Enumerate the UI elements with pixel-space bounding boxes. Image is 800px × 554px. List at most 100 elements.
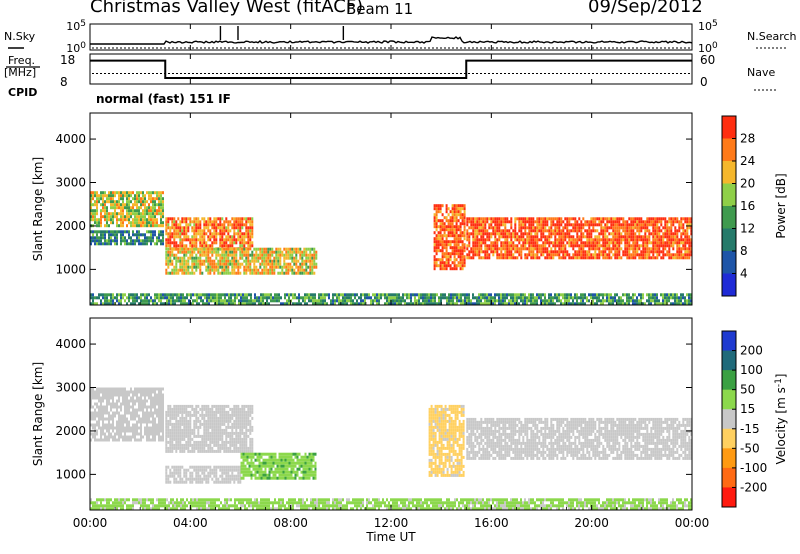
heatmap-cell	[249, 235, 252, 239]
heatmap-cell	[219, 244, 222, 248]
heatmap-cell	[197, 247, 200, 251]
heatmap-cell	[528, 253, 531, 257]
heatmap-cell	[297, 259, 300, 263]
heatmap-cell	[558, 223, 561, 227]
heatmap-cell	[396, 293, 398, 297]
heatmap-cell	[140, 239, 142, 243]
heatmap-cell	[664, 223, 667, 227]
heatmap-cell	[234, 302, 236, 306]
heatmap-cell	[209, 440, 212, 444]
heatmap-cell	[314, 293, 316, 297]
heatmap-cell	[126, 405, 128, 409]
heatmap-cell	[540, 229, 543, 233]
heatmap-cell	[596, 244, 599, 248]
heatmap-cell	[120, 402, 122, 406]
heatmap-cell	[100, 405, 102, 409]
heatmap-cell	[203, 220, 206, 224]
heatmap-cell	[598, 296, 600, 300]
heatmap-cell	[482, 302, 484, 306]
heatmap-cell	[152, 426, 154, 430]
heatmap-cell	[452, 296, 454, 300]
heatmap-cell	[233, 265, 236, 269]
heatmap-cell	[602, 232, 605, 236]
heatmap-cell	[201, 440, 204, 444]
heatmap-cell	[552, 241, 555, 245]
heatmap-cell	[550, 223, 553, 227]
heatmap-cell	[240, 296, 242, 300]
heatmap-cell	[118, 197, 120, 201]
heatmap-cell	[112, 426, 114, 430]
heatmap-cell	[330, 299, 332, 303]
heatmap-cell	[259, 262, 262, 266]
heatmap-cell	[358, 296, 360, 300]
heatmap-cell	[122, 402, 124, 406]
heatmap-cell	[195, 407, 198, 411]
heatmap-cell	[588, 223, 591, 227]
heatmap-cell	[578, 302, 580, 306]
heatmap-cell	[313, 265, 316, 269]
heatmap-cell	[441, 225, 444, 229]
heatmap-cell	[622, 238, 625, 242]
heatmap-cell	[179, 410, 182, 414]
heatmap-cell	[237, 247, 240, 251]
heatmap-cell	[646, 235, 649, 239]
heatmap-cell	[102, 399, 104, 403]
heatmap-cell	[217, 431, 220, 435]
heatmap-cell	[448, 293, 450, 297]
heatmap-cell	[269, 256, 272, 260]
heatmap-cell	[344, 302, 346, 306]
heatmap-cell	[440, 293, 442, 297]
heatmap-cell	[171, 407, 174, 411]
heatmap-cell	[106, 408, 108, 412]
heatmap-cell	[217, 407, 220, 411]
heatmap-cell	[154, 408, 156, 412]
heatmap-cell	[462, 299, 464, 303]
heatmap-cell	[586, 238, 589, 242]
heatmap-cell	[206, 302, 208, 306]
heatmap-cell	[241, 217, 244, 221]
heatmap-cell	[90, 194, 92, 198]
heatmap-cell	[658, 241, 661, 245]
heatmap-cell	[459, 210, 462, 214]
heatmap-cell	[209, 419, 212, 423]
heatmap-cell	[170, 296, 172, 300]
heatmap-cell	[160, 218, 162, 222]
heatmap-cell	[520, 220, 523, 224]
heatmap-cell	[197, 217, 200, 221]
heatmap-cell	[199, 446, 202, 450]
heatmap-cell	[386, 302, 388, 306]
heatmap-cell	[136, 414, 138, 418]
heatmap-cell	[447, 225, 450, 229]
heatmap-cell	[187, 434, 190, 438]
heatmap-cell	[626, 256, 629, 260]
heatmap-cell	[478, 299, 480, 303]
heatmap-cell	[624, 302, 626, 306]
heatmap-cell	[652, 244, 655, 248]
heatmap-cell	[191, 256, 194, 260]
heatmap-cell	[142, 212, 144, 216]
heatmap-cell	[238, 293, 240, 297]
heatmap-cell	[640, 223, 643, 227]
heatmap-cell	[301, 250, 304, 254]
heatmap-cell	[304, 296, 306, 300]
heatmap-cell	[606, 226, 609, 230]
heatmap-cell	[200, 299, 202, 303]
heatmap-cell	[189, 253, 192, 257]
heatmap-cell	[646, 293, 648, 297]
heatmap-cell	[640, 229, 643, 233]
heatmap-cell	[449, 231, 452, 235]
heatmap-cell	[676, 235, 679, 239]
heatmap-cell	[626, 238, 629, 242]
heatmap-cell	[544, 302, 546, 306]
heatmap-cell	[165, 217, 168, 221]
heatmap-cell	[602, 253, 605, 257]
heatmap-cell	[136, 233, 138, 237]
heatmap-cell	[624, 241, 627, 245]
heatmap-cell	[301, 262, 304, 266]
heatmap-cell	[231, 259, 234, 263]
heatmap-cell	[189, 271, 192, 275]
heatmap-cell	[516, 247, 519, 251]
heatmap-cell	[246, 296, 248, 300]
heatmap-cell	[114, 233, 116, 237]
heatmap-cell	[530, 244, 533, 248]
